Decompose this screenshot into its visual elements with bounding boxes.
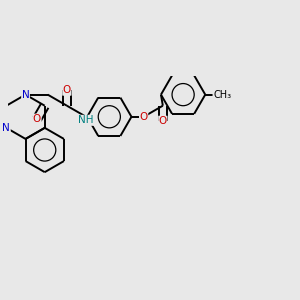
Text: NH: NH [78, 115, 94, 125]
Text: O: O [33, 114, 41, 124]
Text: O: O [159, 116, 167, 126]
Text: N: N [2, 123, 10, 133]
Text: N: N [22, 90, 29, 100]
Text: CH₃: CH₃ [213, 90, 231, 100]
Text: O: O [140, 112, 148, 122]
Text: O: O [63, 85, 71, 95]
